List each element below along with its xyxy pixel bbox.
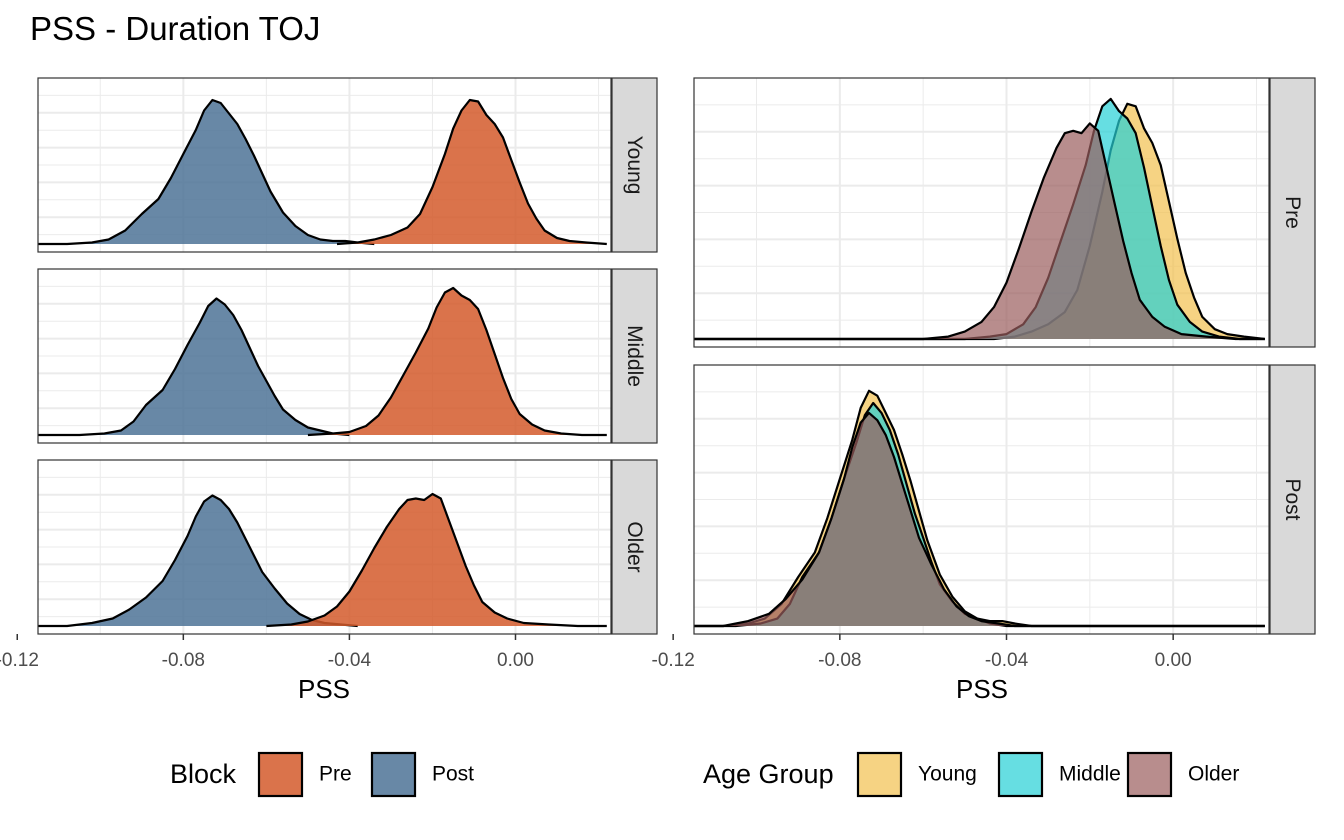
right-panel-pre: Pre	[693, 77, 1316, 348]
x-tick-label: -0.04	[328, 650, 372, 671]
density-area-middle-post	[38, 298, 350, 435]
facet-strip-post	[1269, 364, 1316, 635]
density-line-young-post	[38, 98, 375, 246]
legend-label-young: Young	[918, 763, 977, 786]
density-line-older-pre	[266, 492, 607, 628]
legend-title: Block	[170, 759, 237, 789]
density-area-young-pre	[337, 100, 607, 244]
x-tick-label: -0.12	[0, 650, 39, 671]
facet-strip-older	[611, 459, 658, 635]
density-line-young-pre	[336, 98, 607, 246]
density-line-older-post	[38, 494, 358, 628]
facet-strip-young	[611, 77, 658, 253]
left-panel-middle: Middle	[37, 268, 658, 444]
density-line-post-older	[694, 411, 1265, 628]
legend-age-group: Age Group Young Middle Older	[703, 751, 1239, 798]
facet-label-post: Post	[1281, 478, 1304, 520]
legend-key-post	[370, 751, 417, 798]
density-area-pre-older	[694, 123, 1265, 340]
density-line-post-young	[694, 389, 1265, 628]
legend-label-middle: Middle	[1059, 763, 1121, 786]
x-tick-label: -0.08	[818, 650, 861, 671]
panel-border	[693, 77, 1270, 348]
legend-label-post: Post	[432, 763, 474, 786]
density-area-older-pre	[266, 494, 607, 626]
left-chart: Young Middle Older -0.12 -0.08 -0.04 0.00 PSS Bl…	[0, 77, 658, 798]
legend-label-older: Older	[1188, 763, 1239, 786]
x-tick-label: -0.04	[985, 650, 1029, 671]
right-panel-post: Post	[693, 364, 1316, 635]
legend-label-pre: Pre	[319, 763, 352, 786]
x-axis-title: PSS	[298, 674, 350, 704]
left-panel-young: Young	[37, 77, 658, 253]
x-tick-label: 0.00	[1155, 650, 1192, 671]
legend-key-young	[856, 751, 903, 798]
facet-strip-pre	[1269, 77, 1316, 348]
facet-label-older: Older	[623, 521, 646, 572]
left-panel-older: Older	[37, 459, 658, 635]
density-area-post-older	[694, 412, 1265, 626]
panel-border	[37, 459, 612, 635]
density-area-middle-pre	[307, 288, 607, 435]
chart-title: PSS - Duration TOJ	[30, 10, 320, 47]
x-axis-title: PSS	[956, 674, 1008, 704]
facet-label-young: Young	[623, 136, 646, 195]
legend-key-middle	[997, 751, 1044, 798]
x-tick-label: -0.08	[162, 650, 205, 671]
x-tick-label: 0.00	[497, 650, 534, 671]
panel-border	[37, 77, 612, 253]
x-tick-label: -0.12	[652, 650, 695, 671]
facet-label-middle: Middle	[623, 325, 646, 387]
panel-border	[37, 268, 612, 444]
density-line-middle-post	[38, 297, 350, 437]
legend-key-pre	[257, 751, 304, 798]
legend-block: Block Pre Post	[170, 751, 474, 798]
density-line-middle-pre	[307, 286, 607, 437]
right-chart: Pre Post -0.12 -0.08 -0.04 0.00 PSS Age Group Yo…	[652, 77, 1316, 798]
panel-border	[693, 364, 1270, 635]
legend-key-older	[1126, 751, 1173, 798]
facet-label-pre: Pre	[1281, 196, 1304, 229]
legend-title: Age Group	[703, 759, 834, 789]
facet-strip-middle	[611, 268, 658, 444]
density-line-pre-older	[694, 122, 1265, 341]
density-area-young-post	[38, 100, 375, 244]
